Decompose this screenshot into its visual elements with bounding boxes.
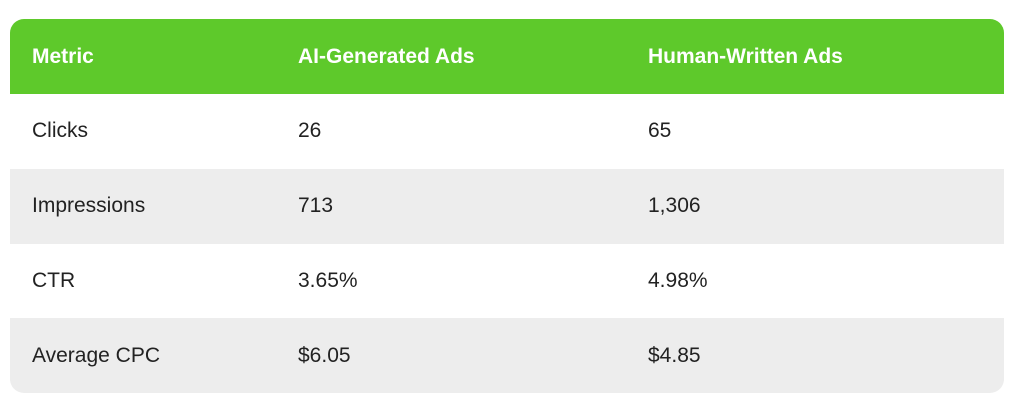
cell-ai-value: 26 xyxy=(298,119,322,143)
header-ai-generated-ads: AI-Generated Ads xyxy=(298,44,475,68)
cell-metric: CTR xyxy=(32,268,76,292)
table-header: Metric AI-Generated Ads Human-Written Ad… xyxy=(10,19,1004,94)
cell-human-value: $4.85 xyxy=(626,318,1004,393)
table-row: Average CPC $6.05 $4.85 xyxy=(10,318,1004,393)
cell-metric: Average CPC xyxy=(10,318,276,393)
header-row: Metric AI-Generated Ads Human-Written Ad… xyxy=(10,19,1004,94)
header-human-written-ads: Human-Written Ads xyxy=(648,44,843,68)
cell-metric: Impressions xyxy=(10,168,276,244)
header-metric: Metric xyxy=(32,44,94,68)
cell-ai-value: 713 xyxy=(276,168,626,244)
cell-human-value: 65 xyxy=(648,119,672,143)
table-body: Clicks 26 65 Impressions 713 1,306 CTR 3… xyxy=(10,94,1004,393)
comparison-table: Metric AI-Generated Ads Human-Written Ad… xyxy=(10,19,1004,393)
cell-ai-value: 3.65% xyxy=(298,268,358,292)
cell-ai-value: $6.05 xyxy=(276,318,626,393)
table-row: CTR 3.65% 4.98% xyxy=(10,244,1004,319)
comparison-table-container: Metric AI-Generated Ads Human-Written Ad… xyxy=(10,19,1004,393)
cell-human-value: 1,306 xyxy=(626,168,1004,244)
cell-metric: Clicks xyxy=(32,119,88,143)
table-row: Clicks 26 65 xyxy=(10,94,1004,169)
table-row: Impressions 713 1,306 xyxy=(10,168,1004,244)
cell-human-value: 4.98% xyxy=(648,268,708,292)
